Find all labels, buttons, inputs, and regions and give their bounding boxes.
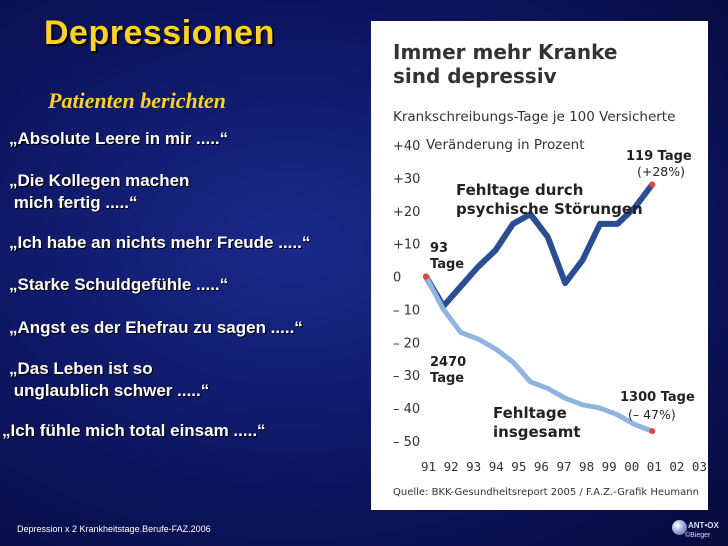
y-tick-label: – 40 (393, 402, 420, 417)
x-tick-labels: 91 92 93 94 95 96 97 98 99 00 01 02 03 0… (421, 459, 708, 474)
y-tick-label: +10 (393, 238, 420, 253)
series-line-insgesamt (423, 274, 655, 434)
annotation-start-top-value: 93 (430, 241, 448, 256)
y-tick-label: +20 (393, 205, 420, 220)
logo-credit: ©Bieger (685, 532, 711, 539)
slide-title: Depressionen (44, 14, 275, 52)
chart-subtitle: Krankschreibungs-Tage je 100 Versicherte (393, 109, 675, 125)
series-line-psychische-stoerungen (423, 181, 656, 310)
series-endpoint-marker (649, 181, 656, 188)
annotation-start-top-unit: Tage (430, 257, 464, 272)
y-tick-label: – 20 (393, 336, 420, 351)
chart-source: Quelle: BKK-Gesundheitsreport 2005 / F.A… (393, 487, 699, 498)
series-endpoint-marker (423, 273, 429, 280)
footer-text: Depression x 2 Krankheitstage.Berufe-FAZ… (17, 524, 211, 534)
quote-4: „Starke Schuldgefühle .....“ (9, 275, 229, 294)
quote-2: „Die Kollegen machen mich fertig .....“ (9, 171, 190, 212)
chart-title-line2: sind depressiv (393, 64, 557, 88)
series-endpoint-marker (649, 428, 656, 435)
line-chart: Immer mehr Kranke sind depressiv Kranksc… (393, 40, 708, 498)
quote-6: „Das Leben ist so unglaublich schwer ...… (9, 359, 210, 400)
quote-3: „Ich habe an nichts mehr Freude .....“ (9, 233, 311, 252)
annotation-start-bottom-value: 2470 (430, 355, 466, 370)
quote-7: „Ich fühle mich total einsam .....“ (2, 421, 266, 440)
logo-text: ANT•OX (688, 521, 719, 530)
series-label-psychische-line1: Fehltage durch (456, 181, 583, 199)
y-tick-label: +40 (393, 139, 420, 154)
y-tick-label: – 30 (393, 369, 420, 384)
chart-panel: Immer mehr Kranke sind depressiv Kranksc… (371, 21, 708, 510)
quote-1: „Absolute Leere in mir .....“ (9, 129, 229, 148)
y-tick-label: – 50 (393, 435, 420, 450)
annotation-start-bottom-unit: Tage (430, 371, 464, 386)
series-label-insgesamt-line1: Fehltage (493, 404, 567, 422)
y-tick-label: +30 (393, 172, 420, 187)
annotation-end-bottom-pct: (– 47%) (628, 407, 676, 422)
quote-5: „Angst es der Ehefrau zu sagen .....“ (9, 318, 303, 337)
series-label-insgesamt-line2: insgesamt (493, 423, 581, 441)
slide-subtitle: Patienten berichten (48, 88, 226, 113)
annotation-end-bottom-value: 1300 Tage (620, 390, 695, 405)
logo: ANT•OX ©Bieger (672, 520, 720, 542)
y-axis-label: Veränderung in Prozent (426, 137, 585, 153)
y-tick-label: 0 (393, 271, 401, 286)
logo-sphere-icon (672, 520, 687, 535)
annotation-end-top-pct: (+28%) (637, 164, 685, 179)
y-tick-label: – 10 (393, 303, 420, 318)
series-label-psychische-line2: psychische Störungen (456, 200, 643, 218)
annotation-end-top-value: 119 Tage (626, 149, 692, 164)
chart-title-line1: Immer mehr Kranke (393, 40, 617, 64)
